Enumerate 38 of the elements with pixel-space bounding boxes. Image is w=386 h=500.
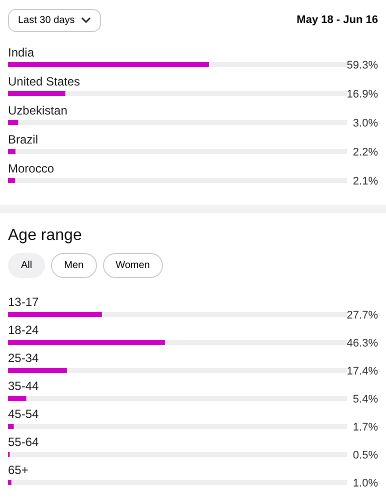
y-tick-label: India	[8, 46, 34, 60]
data-label: 46.3%	[346, 338, 378, 350]
chart-title: Age range	[7, 226, 83, 246]
text: Women	[102, 253, 163, 278]
y-tick-label: 25-34	[8, 351, 40, 365]
data-label: 2.2%	[352, 146, 378, 158]
data-label: 3.0%	[352, 118, 378, 130]
data-label: 0.5%	[352, 450, 378, 462]
text: Men	[51, 253, 97, 278]
bar	[8, 91, 66, 96]
data-label: 1.0%	[352, 478, 378, 490]
bar	[8, 120, 18, 125]
bar	[8, 178, 16, 183]
text: Last 30 days	[8, 8, 101, 32]
y-tick-label: Brazil	[8, 132, 38, 146]
y-tick-label: 18-24	[8, 323, 40, 337]
data-label: 59.3%	[346, 60, 378, 72]
bar	[8, 368, 67, 373]
bar	[8, 424, 14, 429]
data-label: 1.7%	[352, 422, 378, 434]
y-tick-label: 65+	[8, 463, 28, 477]
bar	[8, 396, 26, 401]
data-label: 27.7%	[346, 310, 378, 322]
y-tick-label: Morocco	[8, 162, 54, 176]
bar	[8, 480, 12, 485]
data-label: 2.1%	[352, 176, 378, 188]
y-tick-label: 45-54	[8, 407, 40, 421]
y-tick-label: 35-44	[8, 379, 40, 393]
data-label: 17.4%	[346, 366, 378, 378]
bar	[8, 149, 16, 154]
y-tick-label: 13-17	[8, 295, 40, 309]
text: All	[8, 253, 46, 278]
data-label: 5.4%	[352, 394, 378, 406]
data-label: 16.9%	[346, 88, 378, 100]
text: May 18 - Jun 16	[296, 14, 378, 26]
y-tick-label: Uzbekistan	[8, 104, 68, 118]
y-tick-label: 55-64	[8, 435, 40, 449]
y-tick-label: United States	[8, 74, 80, 88]
